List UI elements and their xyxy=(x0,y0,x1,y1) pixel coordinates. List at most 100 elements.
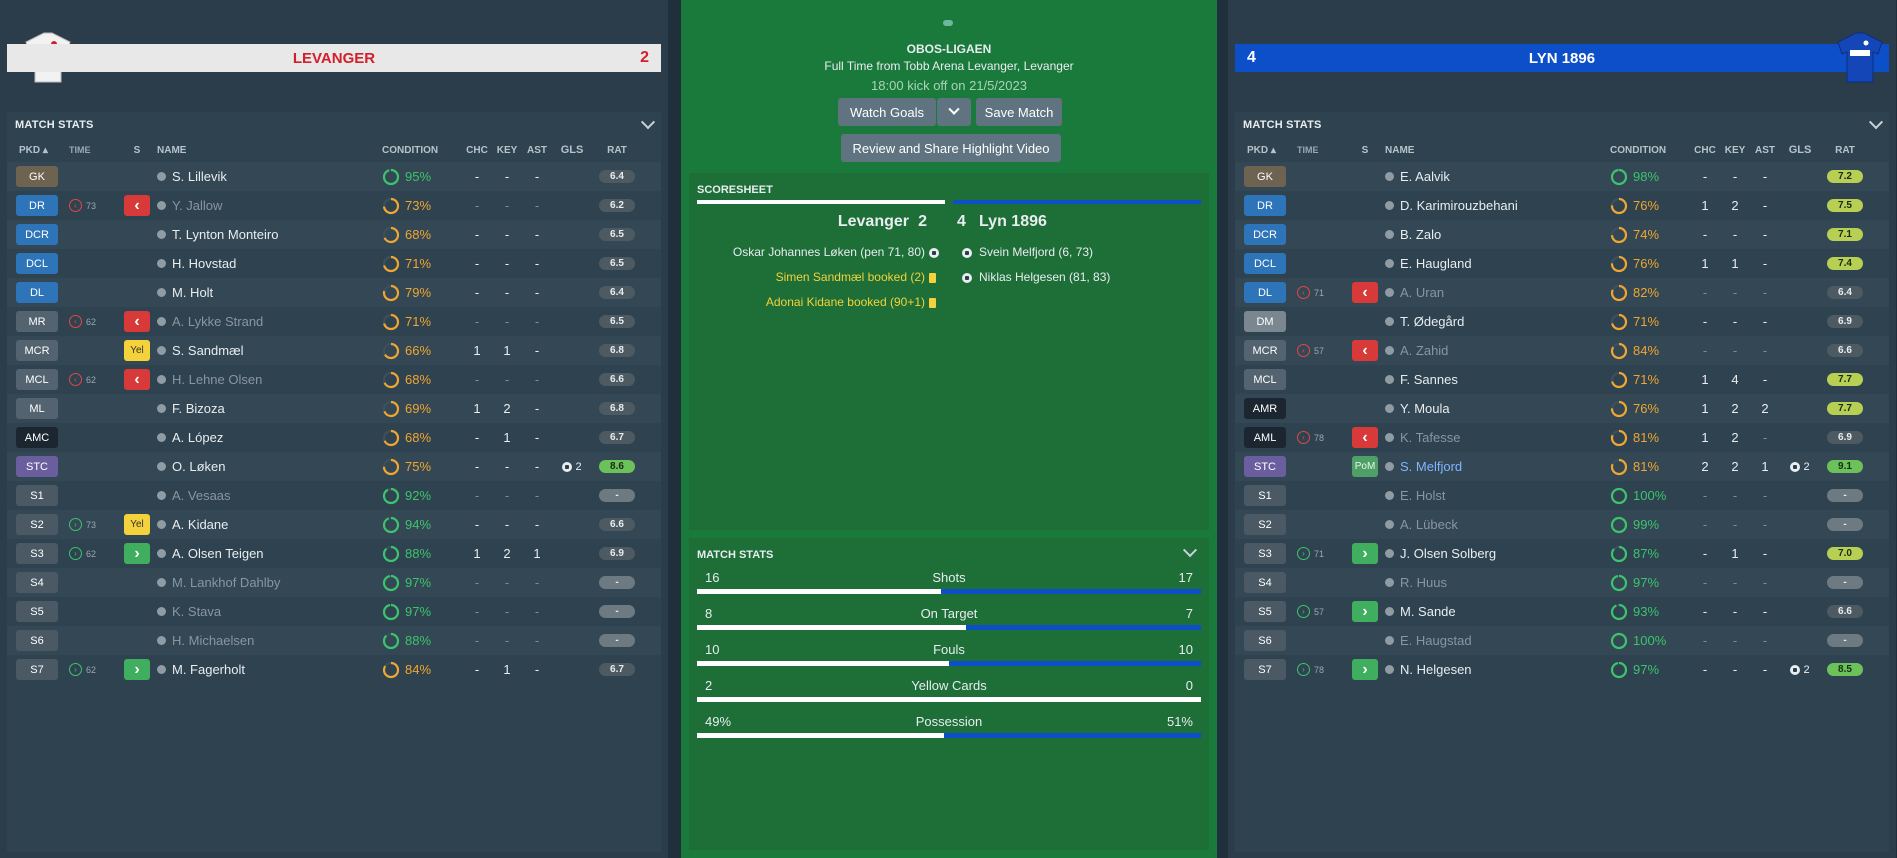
info-icon[interactable] xyxy=(1385,317,1394,326)
info-icon[interactable] xyxy=(1385,230,1394,239)
info-icon[interactable] xyxy=(157,433,166,442)
player-row[interactable]: S6 H. Michaelsen 88% - - - - xyxy=(7,626,661,655)
player-name-cell[interactable]: M. Fagerholt xyxy=(157,662,382,677)
column-header-rat[interactable]: RAT xyxy=(1835,144,1855,156)
player-name[interactable]: A. Zahid xyxy=(1400,343,1449,358)
player-name-cell[interactable]: T. Ødegård xyxy=(1385,314,1610,329)
column-header-time[interactable]: TIME xyxy=(69,145,91,155)
player-name[interactable]: A. Uran xyxy=(1400,285,1445,300)
player-row[interactable]: S7 › 78 › N. Helgesen 97% - - - 2 8.5 xyxy=(1235,655,1889,684)
player-row[interactable]: S4 M. Lankhof Dahlby 97% - - - - xyxy=(7,568,661,597)
away-stats-header[interactable]: MATCH STATS xyxy=(1235,112,1889,138)
player-name-cell[interactable]: A. Kidane xyxy=(157,517,382,532)
player-name-cell[interactable]: A. Lykke Strand xyxy=(157,314,382,329)
column-header-time[interactable]: TIME xyxy=(1297,145,1319,155)
player-name-cell[interactable]: F. Sannes xyxy=(1385,372,1610,387)
player-name-cell[interactable]: A. Lübeck xyxy=(1385,517,1610,532)
player-name[interactable]: M. Lankhof Dahlby xyxy=(172,575,281,590)
info-icon[interactable] xyxy=(157,201,166,210)
player-name-cell[interactable]: A. Vesaas xyxy=(157,488,382,503)
player-row[interactable]: MCR Yel S. Sandmæl 66% 1 1 - 6.8 xyxy=(7,336,661,365)
player-name[interactable]: K. Tafesse xyxy=(1400,430,1461,445)
player-name-cell[interactable]: B. Zalo xyxy=(1385,227,1610,242)
column-header-chc[interactable]: CHC xyxy=(466,144,488,156)
player-name-cell[interactable]: H. Michaelsen xyxy=(157,633,382,648)
player-row[interactable]: S5 › 57 › M. Sande 93% - - - 6.6 xyxy=(1235,597,1889,626)
player-name-cell[interactable]: A. Uran xyxy=(1385,285,1610,300)
player-row[interactable]: S3 › 71 › J. Olsen Solberg 87% - 1 - 7.0 xyxy=(1235,539,1889,568)
info-icon[interactable] xyxy=(1385,462,1394,471)
player-name[interactable]: O. Løken xyxy=(172,459,226,474)
player-name-cell[interactable]: A. Olsen Teigen xyxy=(157,546,382,561)
player-name-cell[interactable]: O. Løken xyxy=(157,459,382,474)
watch-goals-button[interactable]: Watch Goals xyxy=(838,98,936,126)
player-row[interactable]: AMR Y. Moula 76% 1 2 2 7.7 xyxy=(1235,394,1889,423)
player-row[interactable]: DR D. Karimirouzbehani 76% 1 2 - 7.5 xyxy=(1235,191,1889,220)
player-row[interactable]: S6 E. Haugstad 100% - - - - xyxy=(1235,626,1889,655)
player-name[interactable]: Y. Jallow xyxy=(172,198,223,213)
player-row[interactable]: ML F. Bizoza 69% 1 2 - 6.8 xyxy=(7,394,661,423)
info-icon[interactable] xyxy=(157,346,166,355)
player-row[interactable]: STC O. Løken 75% - - - 2 8.6 xyxy=(7,452,661,481)
info-icon[interactable] xyxy=(157,375,166,384)
player-row[interactable]: AML ‹ 78 ‹ K. Tafesse 81% 1 2 - 6.9 xyxy=(1235,423,1889,452)
column-header-condition[interactable]: CONDITION xyxy=(382,144,439,156)
watch-goals-dropdown[interactable] xyxy=(937,98,971,126)
player-name[interactable]: B. Zalo xyxy=(1400,227,1442,242)
player-name[interactable]: S. Melfjord xyxy=(1400,459,1463,474)
info-icon[interactable] xyxy=(1385,491,1394,500)
player-name-cell[interactable]: F. Bizoza xyxy=(157,401,382,416)
player-name[interactable]: A. López xyxy=(172,430,224,445)
player-name[interactable]: F. Sannes xyxy=(1400,372,1458,387)
player-name[interactable]: E. Haugstad xyxy=(1400,633,1472,648)
info-icon[interactable] xyxy=(157,549,166,558)
player-row[interactable]: DR ‹ 73 ‹ Y. Jallow 73% - - - 6.2 xyxy=(7,191,661,220)
info-icon[interactable] xyxy=(1385,665,1394,674)
player-name-cell[interactable]: H. Hovstad xyxy=(157,256,382,271)
player-name-cell[interactable]: M. Lankhof Dahlby xyxy=(157,575,382,590)
player-row[interactable]: AMC A. López 68% - 1 - 6.7 xyxy=(7,423,661,452)
player-name-cell[interactable]: J. Olsen Solberg xyxy=(1385,546,1610,561)
player-name[interactable]: H. Hovstad xyxy=(172,256,237,271)
player-name[interactable]: K. Stava xyxy=(172,604,222,619)
column-header-chc[interactable]: CHC xyxy=(1694,144,1716,156)
info-icon[interactable] xyxy=(157,259,166,268)
player-row[interactable]: DCR B. Zalo 74% - - - 7.1 xyxy=(1235,220,1889,249)
player-row[interactable]: DM T. Ødegård 71% - - - 6.9 xyxy=(1235,307,1889,336)
player-row[interactable]: S2 A. Lübeck 99% - - - - xyxy=(1235,510,1889,539)
player-row[interactable]: MCR ‹ 57 ‹ A. Zahid 84% - - - 6.6 xyxy=(1235,336,1889,365)
player-name[interactable]: M. Holt xyxy=(172,285,214,300)
info-icon[interactable] xyxy=(1385,375,1394,384)
player-name[interactable]: E. Haugland xyxy=(1400,256,1472,271)
info-icon[interactable] xyxy=(1385,346,1394,355)
info-icon[interactable] xyxy=(1385,549,1394,558)
player-name[interactable]: H. Lehne Olsen xyxy=(172,372,263,387)
player-name[interactable]: D. Karimirouzbehani xyxy=(1400,198,1518,213)
info-icon[interactable] xyxy=(157,462,166,471)
info-icon[interactable] xyxy=(1385,578,1394,587)
player-row[interactable]: MR ‹ 62 ‹ A. Lykke Strand 71% - - - 6.5 xyxy=(7,307,661,336)
player-name-cell[interactable]: E. Haugland xyxy=(1385,256,1610,271)
info-icon[interactable] xyxy=(157,636,166,645)
player-row[interactable]: GK E. Aalvik 98% - - - 7.2 xyxy=(1235,162,1889,191)
player-name[interactable]: Y. Moula xyxy=(1400,401,1450,416)
player-name[interactable]: A. Lübeck xyxy=(1400,517,1458,532)
info-icon[interactable] xyxy=(1385,520,1394,529)
column-header-name[interactable]: NAME xyxy=(1385,144,1415,156)
player-name-cell[interactable]: S. Sandmæl xyxy=(157,343,382,358)
column-header-rat[interactable]: RAT xyxy=(607,144,627,156)
player-name-cell[interactable]: D. Karimirouzbehani xyxy=(1385,198,1610,213)
player-row[interactable]: S7 › 62 › M. Fagerholt 84% - 1 - 6.7 xyxy=(7,655,661,684)
player-name[interactable]: A. Vesaas xyxy=(172,488,231,503)
info-icon[interactable] xyxy=(157,404,166,413)
player-name-cell[interactable]: E. Haugstad xyxy=(1385,633,1610,648)
player-name-cell[interactable]: E. Holst xyxy=(1385,488,1610,503)
column-header-ast[interactable]: AST xyxy=(527,144,547,156)
player-name[interactable]: F. Bizoza xyxy=(172,401,225,416)
player-row[interactable]: DL M. Holt 79% - - - 6.4 xyxy=(7,278,661,307)
info-icon[interactable] xyxy=(1385,404,1394,413)
player-name-cell[interactable]: A. Zahid xyxy=(1385,343,1610,358)
info-icon[interactable] xyxy=(1385,433,1394,442)
chevron-down-icon[interactable] xyxy=(640,115,656,130)
player-name-cell[interactable]: S. Lillevik xyxy=(157,169,382,184)
